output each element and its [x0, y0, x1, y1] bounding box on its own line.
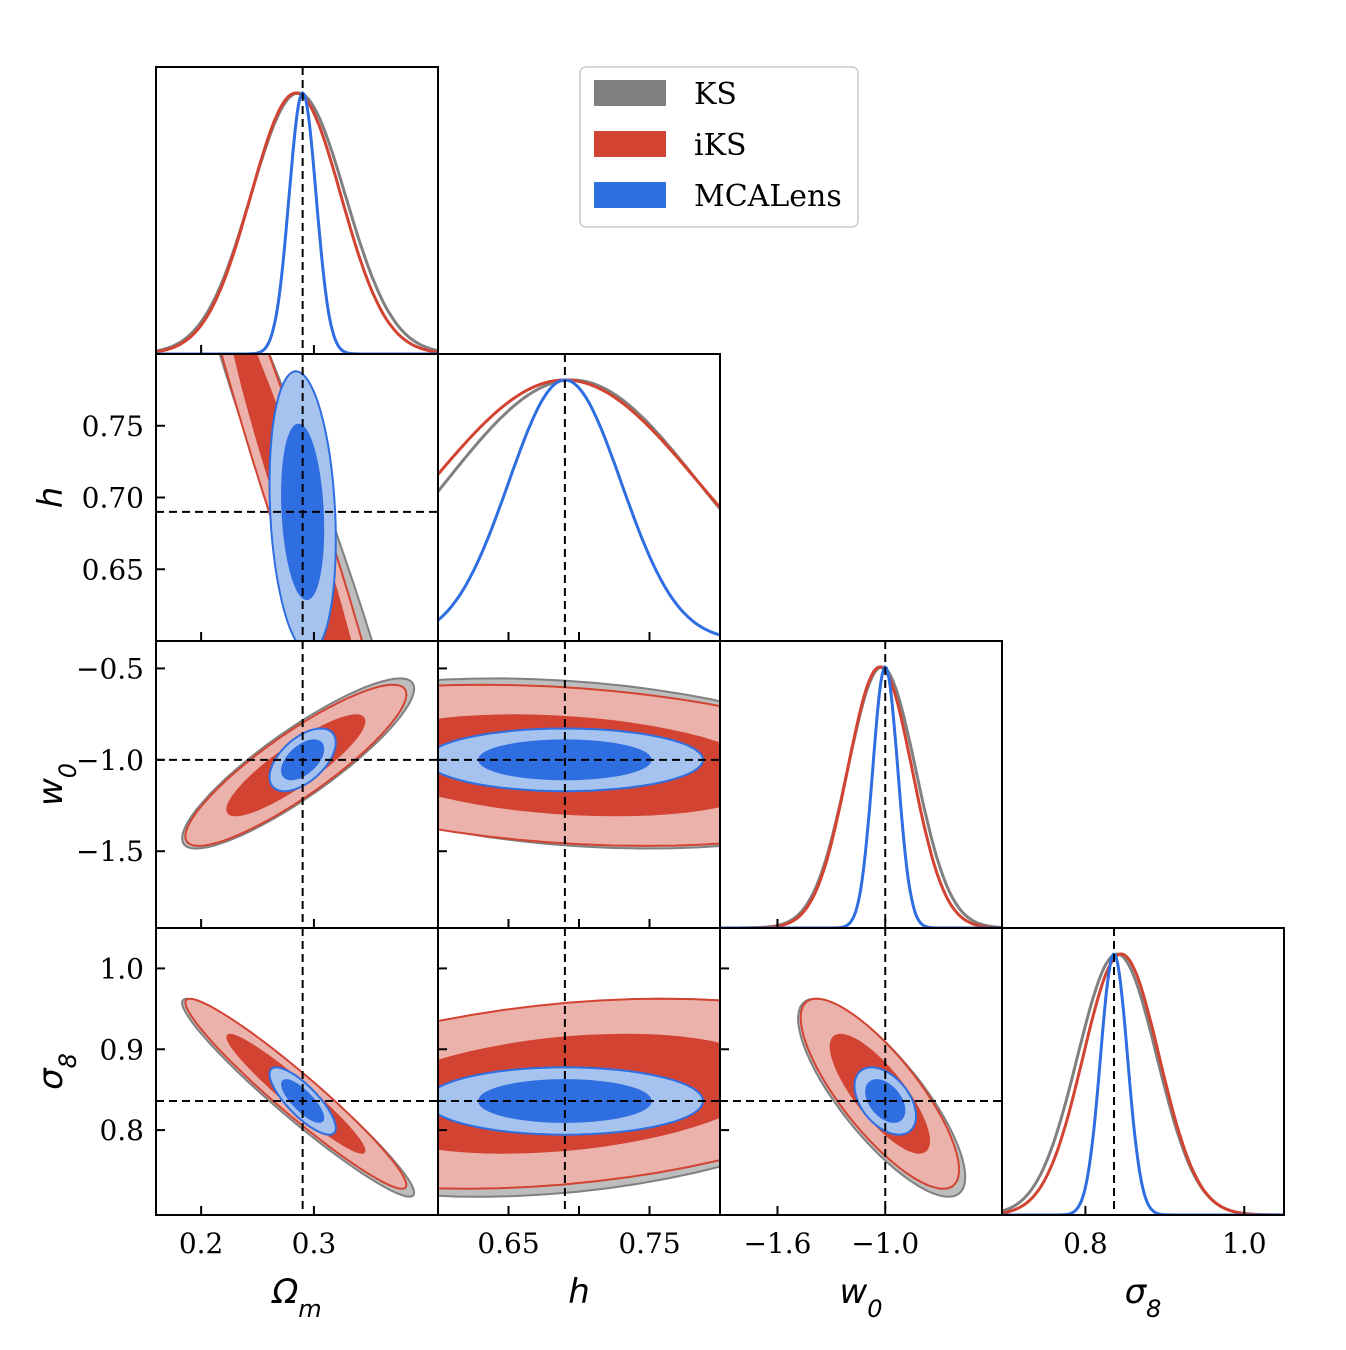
x-axis-label-sub: 0: [867, 1295, 882, 1323]
x-axis-label-om: Ωm: [270, 1272, 321, 1323]
panel-content: [438, 354, 720, 641]
marginal-iks-h: [438, 378, 720, 509]
panel-content: [156, 354, 438, 641]
legend: KS iKS MCALens: [579, 66, 859, 228]
panel-content: [156, 641, 438, 928]
x-tick-label: −1.6: [743, 1227, 811, 1260]
marginal-mcalens-om: [156, 90, 438, 354]
panel-frame: [1001, 927, 1285, 1216]
y-axis-label-h: h: [31, 487, 71, 509]
panel-content: [438, 928, 720, 1215]
panel-om-w0: −0.5 −1.0 −1.5 w0: [31, 640, 439, 929]
x-tick-label: −1.0: [851, 1227, 919, 1260]
x-axis-label-w0: w0: [839, 1272, 882, 1323]
x-tick-label: 0.8: [1063, 1227, 1108, 1260]
marginal-mcalens-h: [438, 378, 720, 637]
legend-swatch-mcalens: [594, 182, 666, 208]
legend-label-mcalens: MCALens: [694, 179, 842, 214]
x-tick-label: 1.0: [1222, 1227, 1267, 1260]
legend-label-ks: KS: [694, 77, 737, 112]
marginal-mcalens-w0: [720, 664, 1002, 928]
panel-w0-w0: [719, 640, 1003, 929]
panel-content: [156, 928, 438, 1215]
panel-frame: [437, 353, 721, 642]
y-axis-label-sub: 0: [54, 763, 82, 778]
panel-content: [156, 67, 438, 354]
legend-swatch-ks: [594, 80, 666, 106]
y-tick-label: −1.0: [76, 744, 144, 777]
x-tick-label: 0.2: [179, 1227, 224, 1260]
x-axis-label-sub: 8: [1146, 1295, 1161, 1323]
panel-s8-s8: 0.8 1.0 σ8: [1001, 927, 1285, 1323]
y-tick-label: 0.9: [99, 1033, 144, 1066]
marginal-iks-s8: [1002, 952, 1284, 1215]
x-tick-label: 0.3: [292, 1227, 337, 1260]
y-tick-label: 1.0: [99, 952, 144, 985]
panel-content: [1002, 928, 1284, 1215]
panel-om-om: [155, 66, 439, 355]
y-tick-label: 0.65: [82, 553, 144, 586]
x-tick-label: 0.75: [618, 1227, 680, 1260]
marginal-iks-om: [156, 91, 438, 354]
x-axis-label-h: h: [568, 1272, 590, 1312]
panel-om-h: 0.65 0.70 0.75 h: [31, 353, 439, 642]
panel-h-s8: 0.65 0.75 h: [437, 927, 721, 1312]
panel-h-w0: [437, 640, 721, 929]
y-tick-label: −0.5: [76, 652, 144, 685]
panel-content: [720, 928, 1002, 1215]
legend-label-iks: iKS: [694, 128, 747, 163]
y-axis-label-w0: w0: [31, 763, 82, 806]
x-axis-label-s8: σ8: [1125, 1272, 1162, 1323]
y-axis-label-sub: 8: [54, 1053, 82, 1068]
y-axis-label-s8: σ8: [31, 1053, 82, 1090]
panel-content: [438, 641, 720, 928]
marginal-ks-om: [156, 91, 438, 353]
marginal-mcalens-s8: [1002, 952, 1284, 1215]
legend-swatch-iks: [594, 131, 666, 157]
y-tick-label: 0.70: [82, 482, 144, 515]
x-axis-label-sub: m: [298, 1295, 321, 1323]
y-tick-label: 0.8: [99, 1114, 144, 1147]
panel-om-s8: 0.2 0.3 Ωm 0.8 0.9 1.0 σ8: [31, 927, 439, 1323]
panel-w0-s8: −1.6 −1.0 w0: [719, 927, 1003, 1323]
panel-h-h: [437, 353, 721, 642]
panel-content: [720, 641, 1002, 928]
marginal-ks-h: [438, 378, 720, 510]
y-tick-label: −1.5: [76, 835, 144, 868]
y-tick-label: 0.75: [82, 410, 144, 443]
x-tick-label: 0.65: [477, 1227, 539, 1260]
